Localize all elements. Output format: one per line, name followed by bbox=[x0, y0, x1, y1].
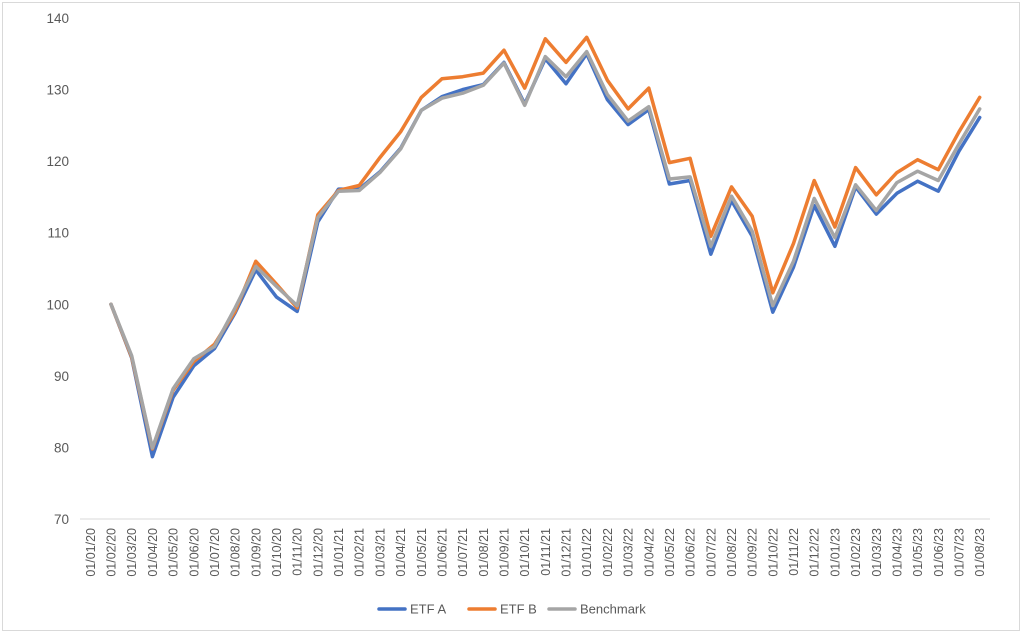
x-tick-label: 01/03/20 bbox=[125, 528, 139, 577]
y-tick-label: 100 bbox=[46, 297, 69, 312]
y-tick-label: 140 bbox=[46, 11, 69, 26]
x-tick-label: 01/10/21 bbox=[518, 528, 532, 577]
x-tick-label: 01/01/20 bbox=[84, 528, 98, 577]
legend-label-etf-a: ETF A bbox=[410, 602, 446, 617]
x-tick-label: 01/01/21 bbox=[332, 528, 346, 577]
x-tick-label: 01/11/22 bbox=[787, 528, 801, 576]
x-tick-label: 01/12/20 bbox=[311, 528, 325, 577]
y-tick-label: 110 bbox=[47, 226, 69, 241]
x-tick-label: 01/05/21 bbox=[415, 528, 429, 577]
x-tick-label: 01/02/20 bbox=[105, 528, 119, 577]
x-tick-label: 01/10/20 bbox=[270, 528, 284, 577]
x-tick-label: 01/04/22 bbox=[642, 528, 656, 577]
y-tick-label: 80 bbox=[54, 440, 69, 455]
x-tick-label: 01/01/23 bbox=[828, 528, 842, 577]
y-axis: 70 80 90 100 110 120 130 140 bbox=[46, 11, 69, 527]
x-tick-label: 01/05/22 bbox=[663, 528, 677, 577]
series-line-etf-b bbox=[109, 35, 982, 451]
x-tick-label: 01/08/23 bbox=[973, 528, 987, 577]
series-line-benchmark bbox=[109, 49, 982, 450]
x-tick-label: 01/03/21 bbox=[373, 528, 387, 577]
series-line-etf-a bbox=[109, 52, 982, 459]
legend-label-benchmark: Benchmark bbox=[580, 602, 646, 617]
x-axis: 01/01/20 01/02/20 01/03/20 01/04/20 01/05/20… bbox=[80, 518, 990, 577]
series-layer bbox=[109, 35, 982, 459]
x-tick-label: 01/11/21 bbox=[539, 528, 553, 576]
x-tick-label: 01/12/22 bbox=[808, 528, 822, 577]
x-tick-label: 01/03/23 bbox=[870, 528, 884, 577]
y-tick-label: 120 bbox=[46, 154, 69, 169]
x-tick-label: 01/07/23 bbox=[952, 528, 966, 577]
x-tick-label: 01/04/21 bbox=[394, 528, 408, 577]
legend-label-etf-b: ETF B bbox=[500, 602, 537, 617]
x-tick-label: 01/08/21 bbox=[477, 528, 491, 577]
x-tick-label: 01/06/22 bbox=[684, 528, 698, 577]
x-tick-label: 01/01/22 bbox=[580, 528, 594, 577]
x-tick-label: 01/02/21 bbox=[353, 528, 367, 577]
legend: ETF A ETF B Benchmark bbox=[377, 602, 646, 617]
x-tick-label: 01/06/21 bbox=[435, 528, 449, 577]
x-tick-label: 01/10/22 bbox=[766, 528, 780, 577]
x-tick-label: 01/04/20 bbox=[146, 528, 160, 577]
x-tick-label: 01/06/23 bbox=[932, 528, 946, 577]
x-tick-label: 01/12/21 bbox=[560, 528, 574, 577]
y-tick-label: 70 bbox=[54, 512, 69, 527]
x-tick-label: 01/07/20 bbox=[208, 528, 222, 577]
x-tick-label: 01/09/20 bbox=[249, 528, 263, 577]
x-tick-label: 01/11/20 bbox=[291, 528, 305, 576]
x-tick-label: 01/09/22 bbox=[746, 528, 760, 577]
x-tick-label: 01/07/22 bbox=[704, 528, 718, 577]
x-tick-label: 01/04/23 bbox=[890, 528, 904, 577]
y-tick-label: 130 bbox=[46, 83, 69, 98]
x-tick-label: 01/06/20 bbox=[187, 528, 201, 577]
x-tick-label: 01/05/23 bbox=[911, 528, 925, 577]
x-tick-label: 01/09/21 bbox=[497, 528, 511, 577]
x-tick-label: 01/05/20 bbox=[167, 528, 181, 577]
x-tick-label: 01/08/20 bbox=[229, 528, 243, 577]
x-tick-label: 01/07/21 bbox=[456, 528, 470, 577]
x-tick-label: 01/02/22 bbox=[601, 528, 615, 577]
y-tick-label: 90 bbox=[54, 369, 69, 384]
x-tick-label: 01/08/22 bbox=[725, 528, 739, 577]
x-tick-label: 01/02/23 bbox=[849, 528, 863, 577]
x-tick-label: 01/03/22 bbox=[622, 528, 636, 577]
